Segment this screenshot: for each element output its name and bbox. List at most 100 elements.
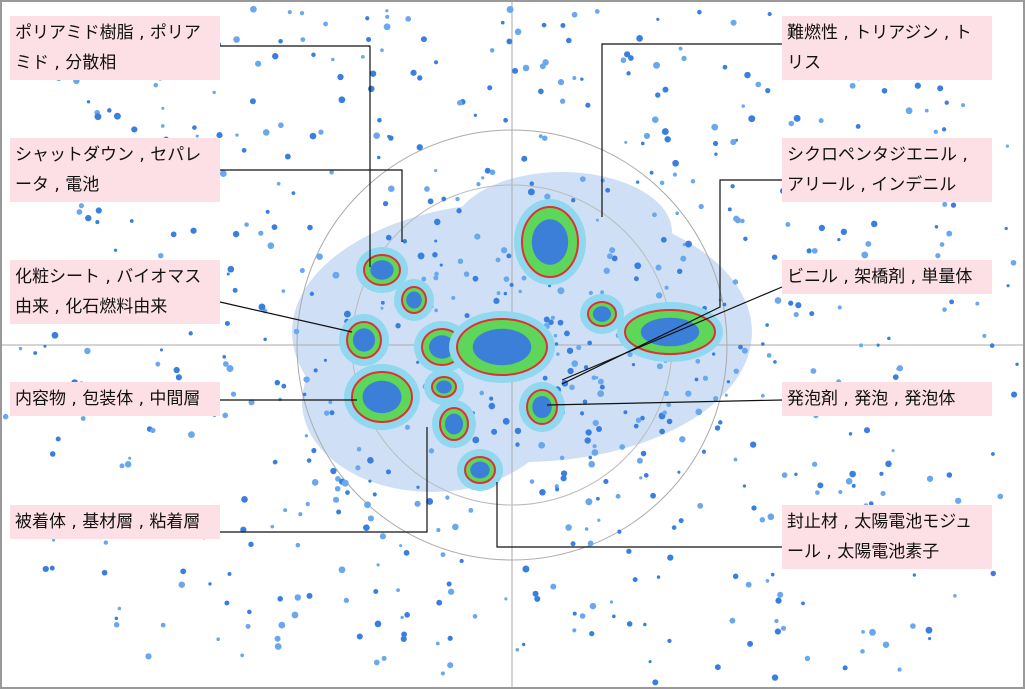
dot <box>55 436 61 442</box>
dot <box>538 88 544 95</box>
dot <box>619 444 626 450</box>
dot <box>579 613 586 619</box>
dot <box>495 257 501 263</box>
dot <box>514 427 522 435</box>
dot <box>727 207 732 212</box>
dot <box>456 100 463 106</box>
dot <box>730 139 737 146</box>
dot <box>1005 144 1010 148</box>
dot <box>329 410 335 416</box>
dot <box>521 642 526 647</box>
topic-label: シャットダウン , セパレータ , 電池 <box>10 138 220 202</box>
dot <box>882 641 890 648</box>
dot <box>484 167 491 174</box>
dot <box>697 9 702 15</box>
dot <box>733 215 740 222</box>
dot <box>588 455 593 460</box>
dot <box>664 136 671 143</box>
dot <box>424 186 430 192</box>
dot <box>360 54 365 59</box>
dot <box>436 599 443 606</box>
dot <box>640 415 645 421</box>
dot <box>235 133 239 137</box>
dot <box>556 352 560 356</box>
dot <box>331 57 335 62</box>
dot <box>775 597 782 604</box>
dot <box>633 423 639 429</box>
dot <box>643 622 647 627</box>
dot <box>455 196 460 202</box>
dot <box>240 526 247 533</box>
dot <box>49 565 55 571</box>
dot <box>624 140 628 144</box>
dot <box>655 92 661 98</box>
dot <box>1004 226 1008 231</box>
dot <box>729 617 736 624</box>
dot <box>439 263 443 267</box>
dot <box>559 98 566 104</box>
leader-line <box>220 427 428 533</box>
dot <box>414 500 421 507</box>
dot <box>649 170 654 175</box>
dot <box>433 218 441 226</box>
dot <box>928 637 932 641</box>
dot <box>591 375 597 381</box>
dot <box>572 76 577 81</box>
dot <box>678 518 684 524</box>
dot <box>554 342 559 346</box>
dot <box>771 254 778 260</box>
dot <box>990 570 996 577</box>
dot <box>676 268 683 275</box>
dot <box>815 490 820 495</box>
dot <box>249 98 256 105</box>
dot <box>712 140 719 147</box>
dot <box>711 123 719 131</box>
dot <box>848 432 853 436</box>
dot <box>926 475 934 482</box>
dot <box>587 540 594 547</box>
dot <box>509 282 514 288</box>
dot <box>997 493 1004 500</box>
dot <box>300 37 306 42</box>
dot <box>113 621 120 628</box>
dot <box>580 77 584 81</box>
dot <box>131 126 138 133</box>
dot <box>771 674 779 681</box>
dot <box>730 19 737 26</box>
dot <box>521 275 527 281</box>
dot <box>941 127 947 132</box>
dot <box>953 594 957 598</box>
dot <box>542 375 548 381</box>
dot <box>94 113 102 121</box>
dot <box>541 22 547 28</box>
dot <box>933 129 938 135</box>
leader-line <box>561 286 783 381</box>
dot <box>550 315 555 320</box>
dot <box>192 125 197 130</box>
dot <box>278 397 282 402</box>
dot <box>318 129 324 135</box>
dot <box>695 358 701 364</box>
dot <box>515 442 520 447</box>
dot <box>43 344 47 348</box>
dot <box>410 69 417 76</box>
dot <box>560 470 568 477</box>
dot <box>765 579 770 583</box>
dot <box>128 456 132 460</box>
dot <box>311 447 317 454</box>
dot <box>870 220 878 228</box>
dot <box>635 417 642 423</box>
topic-label: 化粧シート , バイオマス由来 , 化石燃料由来 <box>10 260 220 324</box>
dot <box>368 479 372 483</box>
cluster-core <box>472 328 532 366</box>
dot <box>303 376 310 383</box>
dot <box>258 230 264 236</box>
dot <box>248 541 254 547</box>
dot <box>299 267 305 274</box>
dot <box>493 297 500 304</box>
dot <box>332 271 340 279</box>
dot <box>801 601 805 606</box>
dot <box>336 509 342 515</box>
dot <box>434 239 438 243</box>
dot <box>588 290 593 295</box>
